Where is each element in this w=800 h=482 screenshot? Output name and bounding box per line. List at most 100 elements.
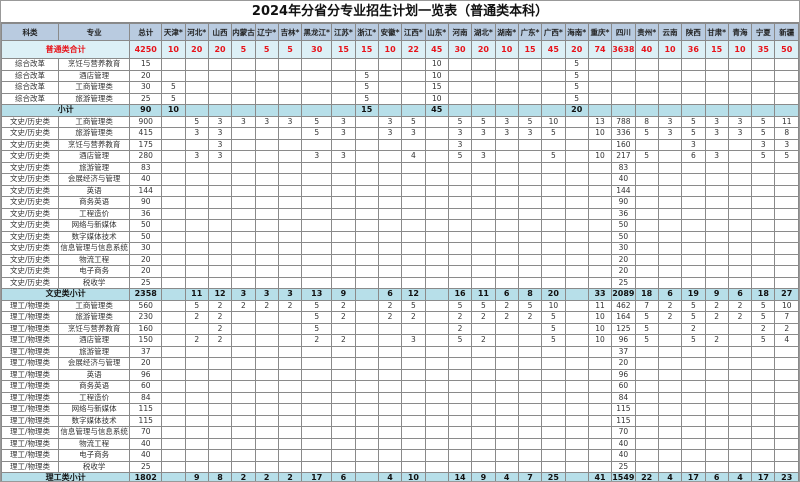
province-total-cell: 36 <box>681 40 706 59</box>
table-row: 理工/物理类 电子商务 40 40 <box>1 449 799 462</box>
subtotal-label: 小计 <box>1 104 131 117</box>
quota-cell: 2 <box>301 334 333 347</box>
quota-cell <box>254 437 279 450</box>
quota-cell <box>254 380 279 393</box>
quota-cell <box>424 276 449 289</box>
quota-cell <box>447 265 473 278</box>
quota-cell: 5 <box>541 334 566 347</box>
quota-cell <box>727 138 753 151</box>
quota-cell: 6 <box>681 150 706 163</box>
total-cell: 560 <box>129 299 163 312</box>
major-cell: 旅游管理类 <box>58 127 131 140</box>
quota-cell <box>377 104 403 117</box>
quota-cell <box>354 58 379 71</box>
quota-cell: 3 <box>231 115 256 128</box>
quota-cell <box>751 276 776 289</box>
quota-cell <box>471 184 496 197</box>
quota-cell: 2 <box>447 322 473 335</box>
quota-cell <box>587 460 613 473</box>
grand-total-value: 4250 <box>129 40 163 59</box>
quota-cell <box>564 391 589 404</box>
quota-cell <box>611 92 636 105</box>
header-province: 吉林* <box>277 23 303 41</box>
quota-cell: 2089 <box>611 288 636 301</box>
quota-cell <box>727 150 753 163</box>
quota-cell <box>377 230 403 243</box>
quota-cell: 17 <box>301 472 333 481</box>
quota-cell <box>301 173 333 186</box>
quota-cell: 2 <box>657 311 683 324</box>
quota-cell: 5 <box>184 299 209 312</box>
quota-cell <box>231 138 256 151</box>
quota-cell <box>401 69 426 82</box>
header-province: 甘肃* <box>704 23 729 41</box>
quota-cell <box>634 253 659 266</box>
quota-cell <box>331 426 356 439</box>
quota-cell: 2 <box>377 299 403 312</box>
quota-cell: 30 <box>611 242 636 255</box>
province-total-cell: 10 <box>494 40 519 59</box>
quota-cell <box>231 58 256 71</box>
table-row: 理工/物理类 商务英语 60 60 <box>1 380 799 393</box>
quota-cell: 5 <box>447 334 473 347</box>
quota-cell <box>207 104 233 117</box>
quota-cell <box>774 69 799 82</box>
quota-cell: 5 <box>354 92 379 105</box>
quota-cell <box>751 173 776 186</box>
quota-cell: 5 <box>184 115 209 128</box>
major-cell: 商务英语 <box>58 196 131 209</box>
quota-cell: 3 <box>774 138 799 151</box>
quota-cell <box>751 426 776 439</box>
quota-cell <box>587 58 613 71</box>
quota-cell <box>681 460 706 473</box>
quota-cell <box>277 242 303 255</box>
quota-cell <box>681 414 706 427</box>
quota-cell <box>354 380 379 393</box>
quota-cell <box>634 357 659 370</box>
quota-cell <box>494 69 519 82</box>
quota-cell: 3 <box>377 115 403 128</box>
quota-cell <box>564 115 589 128</box>
quota-cell <box>377 391 403 404</box>
header-province: 河南 <box>447 23 473 41</box>
table-row: 理工/物理类 工商管理类 560 5 2 2 2 2 5 2 2 5 5 5 2 5 10 11 462 7 2 5 2 2 5… <box>1 299 799 312</box>
quota-cell <box>751 449 776 462</box>
quota-cell <box>331 81 356 94</box>
quota-cell <box>301 58 333 71</box>
quota-cell <box>277 69 303 82</box>
quota-cell <box>254 276 279 289</box>
quota-cell: 5 <box>681 127 706 140</box>
quota-cell <box>447 380 473 393</box>
quota-cell <box>354 368 379 381</box>
quota-cell <box>161 196 186 209</box>
quota-cell <box>494 460 519 473</box>
quota-cell: 3 <box>331 127 356 140</box>
quota-cell <box>541 380 566 393</box>
quota-cell <box>184 230 209 243</box>
quota-cell <box>331 380 356 393</box>
quota-cell <box>277 414 303 427</box>
quota-cell <box>704 460 729 473</box>
quota-cell <box>424 150 449 163</box>
province-total-cell: 20 <box>184 40 209 59</box>
quota-cell <box>517 426 543 439</box>
quota-cell: 5 <box>447 299 473 312</box>
quota-cell <box>331 92 356 105</box>
quota-cell <box>517 449 543 462</box>
header-province: 山西 <box>207 23 233 41</box>
quota-cell <box>634 242 659 255</box>
quota-cell <box>727 276 753 289</box>
total-cell: 25 <box>129 460 163 473</box>
table-row: 文史/历史类 酒店管理 280 3 3 3 3 4 5 3 5 10 217 5 6 3 5 5 <box>1 150 799 163</box>
quota-cell <box>424 334 449 347</box>
quota-cell <box>471 460 496 473</box>
quota-cell: 5 <box>354 81 379 94</box>
quota-cell <box>254 173 279 186</box>
quota-cell <box>424 230 449 243</box>
quota-cell <box>704 58 729 71</box>
category-cell: 理工/物理类 <box>1 403 60 416</box>
quota-cell <box>447 276 473 289</box>
quota-cell <box>541 426 566 439</box>
quota-cell <box>727 184 753 197</box>
quota-cell <box>161 161 186 174</box>
